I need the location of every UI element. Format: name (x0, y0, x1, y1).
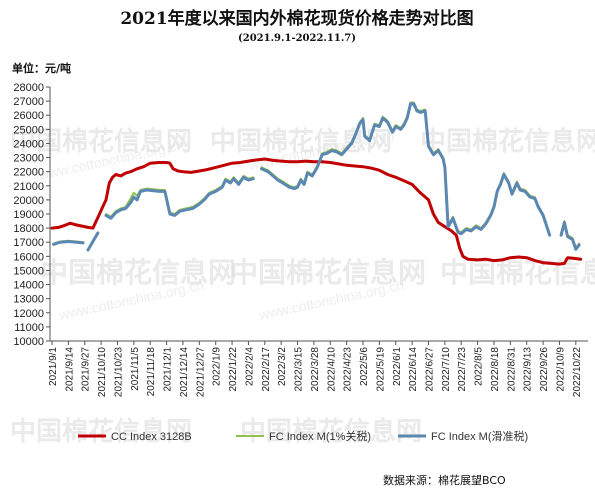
x-tick-label: 2022/10/22 (572, 347, 583, 397)
legend-label: CC Index 3128B (111, 431, 192, 443)
y-tick-label: 27000 (13, 96, 44, 108)
x-tick-label: 2022/1/22 (228, 347, 239, 392)
x-tick-label: 2022/3/2 (277, 347, 288, 386)
chart-subtitle: (2021.9.1-2022.11.7) (238, 33, 356, 44)
series-line (104, 175, 255, 220)
watermark-text: 中国棉花信息网 (440, 256, 595, 289)
watermark-text: 中国棉花信息网 (210, 126, 392, 157)
watermark-text: 中国棉花信息网 (240, 416, 422, 447)
x-tick-label: 2022/6/14 (408, 347, 419, 392)
y-tick-label: 23000 (13, 153, 44, 165)
x-axis: 2021/9/1 2021/9/14 2021/9/27 2021/10/10 2021… (48, 340, 588, 397)
series-line (559, 221, 581, 251)
x-tick-label: 2022/2/4 (244, 347, 255, 386)
y-tick-label: 28000 (13, 82, 44, 94)
y-tick-label: 22000 (13, 167, 44, 179)
watermark-text: 中国棉花信息网 (230, 256, 426, 289)
x-tick-label: 2022/8/5 (474, 347, 485, 386)
y-axis: 10000 11000 12000 13000 14000 15000 16000 17000… (13, 82, 51, 348)
x-tick-label: 2021/9/14 (64, 347, 75, 392)
x-tick-label: 2022/1/9 (212, 347, 223, 386)
x-tick-label: 2022/7/23 (457, 347, 468, 392)
x-tick-label: 2022/4/23 (343, 347, 354, 392)
x-tick-label: 2022/6/27 (424, 347, 435, 392)
y-tick-label: 17000 (13, 237, 44, 249)
y-tick-label: 13000 (13, 294, 44, 306)
x-tick-label: 2022/3/15 (294, 347, 305, 392)
y-tick-label: 18000 (13, 223, 44, 235)
y-tick-label: 21000 (13, 181, 44, 193)
chart-title: 2021年度以来国内外棉花现货价格走势对比图 (120, 8, 473, 29)
x-tick-label: 2022/5/19 (375, 347, 386, 392)
x-tick-label: 2021/11/18 (146, 347, 157, 397)
x-tick-label: 2021/10/10 (97, 347, 108, 397)
y-tick-label: 15000 (13, 265, 44, 277)
y-tick-label: 26000 (13, 110, 44, 122)
plot-area (50, 101, 583, 266)
y-tick-label: 16000 (13, 251, 44, 263)
x-tick-label: 2022/6/1 (392, 347, 403, 386)
x-tick-label: 2022/7/10 (441, 347, 452, 392)
x-tick-label: 2021/12/27 (195, 347, 206, 397)
y-tick-label: 12000 (13, 308, 44, 320)
legend: CC Index 3128B FC Index M(1%关税) FC Index M… (78, 429, 528, 443)
y-tick-label: 10000 (13, 336, 44, 348)
series-line (260, 102, 552, 237)
x-tick-label: 2022/10/9 (555, 347, 566, 392)
x-tick-label: 2021/9/1 (48, 347, 59, 386)
y-tick-label: 11000 (14, 322, 44, 334)
x-tick-label: 2022/8/18 (490, 347, 501, 392)
x-tick-label: 2022/3/28 (310, 347, 321, 392)
y-axis-unit-label: 单位：元/吨 (12, 61, 71, 75)
watermark-text: 中国棉花信息网 (420, 126, 595, 157)
series-line (86, 231, 100, 252)
y-tick-label: 24000 (13, 138, 44, 150)
y-tick-label: 14000 (13, 280, 44, 292)
series-3 (52, 102, 581, 252)
x-tick-label: 2021/12/14 (179, 347, 190, 397)
x-tick-label: 2022/9/26 (539, 347, 550, 392)
watermark-text: 中国棉花信息网 (40, 256, 236, 289)
legend-label: FC Index M(滑准税) (431, 429, 528, 443)
x-tick-label: 2021/10/23 (113, 347, 124, 397)
x-tick-label: 2022/4/10 (326, 347, 337, 392)
x-tick-label: 2022/5/6 (359, 347, 370, 386)
legend-label: FC Index M(1%关税) (269, 429, 371, 443)
x-tick-label: 2021/12/1 (163, 347, 174, 392)
source-note: 数据来源：棉花展望BCO (383, 473, 506, 487)
y-tick-label: 20000 (13, 195, 44, 207)
watermark-text: 中国棉花信息网 (10, 416, 192, 447)
x-tick-label: 2021/11/5 (130, 347, 141, 391)
x-tick-label: 2022/2/17 (261, 347, 272, 392)
y-tick-label: 25000 (13, 124, 44, 136)
x-tick-label: 2022/8/31 (506, 347, 517, 392)
series-line (52, 240, 85, 246)
series-line (50, 157, 583, 266)
x-tick-label: 2022/9/13 (523, 347, 534, 392)
watermark-text: 中国棉花信息网 (10, 126, 192, 157)
series-1 (50, 157, 583, 266)
x-tick-label: 2021/9/27 (81, 347, 92, 392)
y-tick-label: 19000 (13, 209, 44, 221)
